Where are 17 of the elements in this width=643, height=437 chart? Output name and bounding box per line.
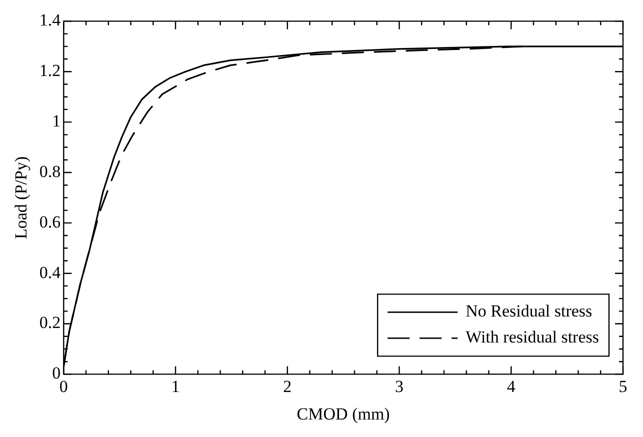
x-tick-label: 3 [395, 376, 404, 396]
x-tick-label: 1 [171, 376, 180, 396]
y-tick-label: 0.8 [39, 162, 61, 181]
y-tick-label: 1.4 [39, 10, 62, 30]
legend-label: With residual stress [466, 328, 600, 347]
y-tick-label: 0.2 [39, 313, 61, 332]
y-tick-label: 0 [52, 364, 61, 383]
x-axis-title: CMOD (mm) [296, 404, 390, 424]
y-tick-label: 0.4 [39, 262, 62, 282]
legend-label: No Residual stress [466, 302, 592, 321]
y-tick-label: 1.2 [39, 61, 61, 80]
y-axis-title: Load (P/Py) [12, 156, 31, 240]
y-tick-label: 1 [52, 112, 61, 131]
x-tick-label: 4 [506, 376, 516, 396]
y-tick-label: 0.6 [39, 212, 61, 232]
x-tick-label: 2 [283, 376, 292, 396]
x-tick-label: 5 [618, 376, 628, 396]
